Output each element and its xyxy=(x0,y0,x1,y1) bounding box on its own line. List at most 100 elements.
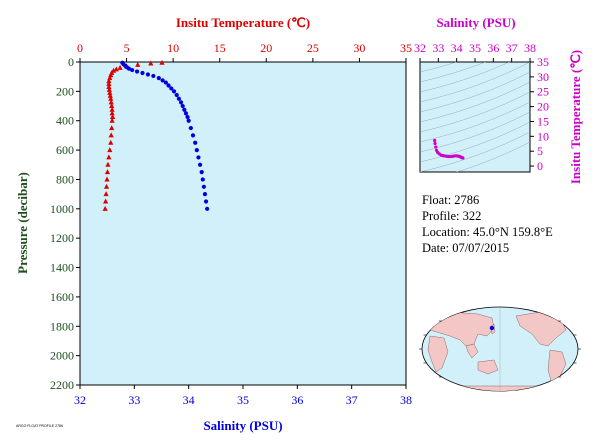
salinity-point xyxy=(193,140,198,145)
temperature-point xyxy=(103,198,109,204)
salinity-point xyxy=(151,73,156,79)
salinity-tick-label: 33 xyxy=(128,393,140,407)
density-isoline xyxy=(420,122,530,162)
temperature-point xyxy=(104,169,111,175)
pressure-tick-label: 1600 xyxy=(50,290,74,304)
temperature-point xyxy=(107,89,113,95)
density-isoline xyxy=(420,42,530,82)
pressure-tick-label: 1200 xyxy=(50,231,74,245)
ts-salinity-axis: 32 33 34 35 36 37 38 xyxy=(414,41,536,62)
temperature-point xyxy=(135,61,141,67)
salinity-tick-label: 36 xyxy=(291,393,303,407)
density-isoline xyxy=(420,112,530,152)
temperature-point xyxy=(109,125,115,131)
ts-temperature-tick-label: 0 xyxy=(537,159,543,173)
temperature-tick-label: 20 xyxy=(260,41,272,55)
density-isoline xyxy=(420,92,530,132)
pressure-tick-label: 1400 xyxy=(50,261,74,275)
ts-salinity-tick-label: 32 xyxy=(414,41,426,55)
ts-salinity-axis-label: Salinity (PSU) xyxy=(436,15,515,30)
salinity-point xyxy=(169,86,174,91)
salinity-point xyxy=(186,118,191,123)
temperature-point xyxy=(159,59,165,65)
float-location-marker xyxy=(489,325,495,331)
temperature-point xyxy=(107,147,113,153)
temperature-point xyxy=(107,92,113,98)
salinity-point xyxy=(156,76,161,81)
pressure-tick-label: 0 xyxy=(68,55,74,69)
pressure-axis: 0 200 400 600 800 1000 1200 1400 1600 1800 2000 220… xyxy=(50,55,80,392)
profile-date: Date: 07/07/2015 xyxy=(422,241,510,255)
world-map xyxy=(419,306,581,392)
temperature-point xyxy=(109,106,115,112)
map-ticks xyxy=(419,320,581,378)
salinity-point xyxy=(205,206,210,211)
density-isoline xyxy=(420,82,530,122)
temperature-point xyxy=(108,99,114,105)
float-location: Location: 45.0°N 159.8°E xyxy=(422,225,553,239)
density-isolines xyxy=(420,0,530,182)
profile-plot-area xyxy=(79,61,407,386)
temperature-point xyxy=(110,114,116,120)
ts-point xyxy=(433,141,437,146)
salinity-tick-label: 34 xyxy=(183,393,195,407)
temperature-tick-label: 15 xyxy=(214,41,226,55)
temperature-point xyxy=(113,66,119,72)
pressure-tick-label: 200 xyxy=(56,84,74,98)
salinity-point xyxy=(203,199,209,204)
salinity-point xyxy=(201,184,206,189)
ts-temperature-tick-label: 5 xyxy=(537,144,543,158)
salinity-point xyxy=(134,69,140,74)
salinity-point xyxy=(194,147,199,153)
temperature-point xyxy=(108,139,114,145)
ts-salinity-tick-label: 33 xyxy=(432,41,444,55)
salinity-axis: 32 33 34 35 36 37 38 xyxy=(74,385,412,407)
ts-temperature-tick-label: 15 xyxy=(537,114,549,128)
pressure-tick-label: 800 xyxy=(56,172,74,186)
ts-temperature-axis-label: Insitu Temperature (℃) xyxy=(568,50,583,184)
density-isoline xyxy=(420,62,530,102)
salinity-point xyxy=(200,177,205,182)
salinity-point xyxy=(171,89,177,94)
salinity-point xyxy=(188,125,193,131)
temperature-tick-label: 35 xyxy=(400,41,412,55)
pressure-tick-label: 1000 xyxy=(50,202,74,216)
ts-temperature-tick-label: 25 xyxy=(537,85,549,99)
temperature-point xyxy=(109,117,115,123)
ts-temperature-tick-label: 10 xyxy=(537,129,549,143)
temperature-point xyxy=(106,154,112,160)
salinity-point xyxy=(190,133,196,138)
temperature-point xyxy=(106,78,112,84)
temperature-tick-label: 10 xyxy=(167,41,179,55)
density-isoline xyxy=(420,72,530,112)
temperature-tick-label: 5 xyxy=(124,41,130,55)
salinity-series xyxy=(120,60,210,211)
salinity-point xyxy=(145,72,151,77)
ts-temperature-tick-label: 20 xyxy=(537,100,549,114)
ts-series xyxy=(433,138,465,160)
salinity-point xyxy=(163,80,168,85)
temperature-point xyxy=(103,183,110,189)
density-isoline xyxy=(420,142,530,182)
temperature-point xyxy=(102,205,108,211)
ts-salinity-tick-label: 34 xyxy=(451,41,463,55)
salinity-point xyxy=(182,107,187,112)
salinity-point xyxy=(199,170,204,175)
salinity-point xyxy=(183,111,189,116)
temperature-tick-label: 30 xyxy=(353,41,365,55)
salinity-point xyxy=(174,92,179,98)
footer-text: ARGO FLOAT PROFILE 2786 xyxy=(16,424,63,428)
temperature-tick-label: 25 xyxy=(307,41,319,55)
salinity-point xyxy=(185,114,190,120)
density-isoline xyxy=(420,102,530,142)
ts-salinity-tick-label: 37 xyxy=(506,41,518,55)
temperature-point xyxy=(106,83,112,89)
salinity-axis-label: Salinity (PSU) xyxy=(203,418,282,433)
salinity-tick-label: 32 xyxy=(74,393,86,407)
density-isoline xyxy=(420,132,530,172)
salinity-point xyxy=(176,96,181,101)
temperature-tick-label: 0 xyxy=(77,41,83,55)
